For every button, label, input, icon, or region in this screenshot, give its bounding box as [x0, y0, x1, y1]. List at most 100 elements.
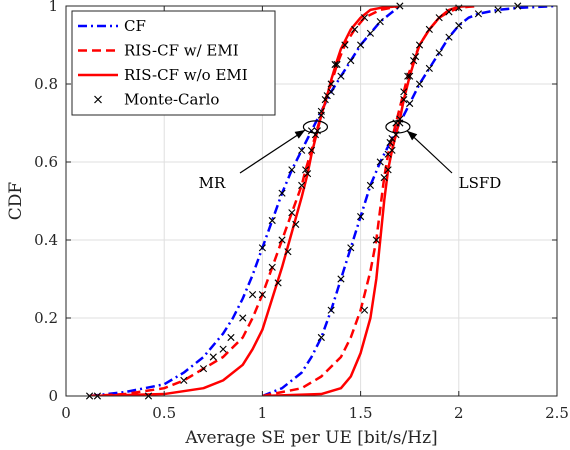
- monte-carlo-marker: [219, 345, 227, 353]
- monte-carlo-marker: [239, 314, 247, 322]
- monte-carlo-marker: [292, 220, 300, 228]
- monte-carlo-marker: [435, 14, 443, 22]
- monte-carlo-marker: [248, 291, 257, 299]
- monte-carlo-marker: [347, 57, 355, 65]
- monte-carlo-marker: [415, 80, 424, 88]
- monte-carlo-marker: [360, 306, 369, 314]
- x-tick-label: 0: [61, 404, 71, 422]
- annotation-ellipse: [302, 120, 329, 134]
- monte-carlo-marker: [284, 248, 292, 256]
- monte-carlo-marker: [404, 72, 412, 80]
- monte-carlo-marker: [337, 275, 345, 283]
- annotation-arrow: [406, 130, 453, 174]
- monte-carlo-marker: [268, 263, 276, 271]
- monte-carlo-marker: [406, 72, 414, 80]
- legend-label: RIS-CF w/o EMI: [124, 66, 248, 84]
- legend-label: RIS-CF w/ EMI: [124, 42, 239, 60]
- annotation-arrowhead: [294, 130, 306, 139]
- monte-carlo-marker: [317, 333, 325, 342]
- legend-box: [71, 10, 276, 116]
- monte-carlo-marker: [323, 92, 331, 100]
- monte-carlo-marker: [199, 365, 208, 373]
- monte-carlo-marker: [258, 244, 266, 252]
- monte-carlo-marker: [425, 25, 433, 33]
- monte-carlo-marker: [366, 29, 375, 37]
- x-tick-label: 2.5: [545, 404, 569, 422]
- monte-carlo-marker: [333, 60, 341, 69]
- axis-ticks: 0 0.5 1 1.5 2 2.5 0 0.2 0.4 0.6 0.8 1: [34, 0, 569, 422]
- monte-carlo-marker: [302, 166, 310, 174]
- annotation-label-lsfd: LSFD: [459, 174, 502, 192]
- y-axis-label: CDF: [6, 182, 26, 221]
- annotation-arrow: [239, 129, 306, 174]
- monte-carlo-marker: [400, 88, 408, 96]
- monte-carlo-marker: [410, 57, 418, 65]
- monte-carlo-marker: [357, 213, 365, 221]
- monte-carlo-marker: [351, 25, 359, 33]
- monte-carlo-marker: [425, 64, 433, 72]
- monte-carlo-marker: [360, 14, 369, 22]
- monte-carlo-marker: [288, 166, 296, 174]
- monte-carlo-marker: [180, 376, 188, 384]
- monte-carlo-marker: [400, 96, 408, 104]
- monte-carlo-marker: [388, 146, 396, 154]
- monte-carlo-marker: [376, 158, 384, 166]
- x-tick-label: 1.5: [349, 404, 373, 422]
- monte-carlo-marker: [435, 49, 443, 57]
- monte-carlo-marker: [445, 8, 453, 16]
- monte-carlo-marker: [327, 306, 335, 314]
- legend-label: Monte-Carlo: [124, 91, 219, 109]
- annotation-ellipse: [385, 120, 411, 134]
- monte-carlo-marker: [327, 80, 335, 88]
- monte-carlo-marker: [412, 53, 420, 61]
- annotation-arrowhead: [407, 130, 418, 141]
- lsfd-ris-cf-w-o-emi-line: [262, 6, 469, 396]
- monte-carlo-marker: [227, 333, 235, 342]
- monte-carlo-marker: [386, 138, 394, 147]
- monte-carlo-marker: [209, 353, 217, 361]
- monte-carlo-marker: [384, 166, 392, 174]
- y-tick-label: 0.8: [34, 75, 58, 93]
- monte-carlo-marker: [445, 33, 453, 41]
- monte-carlo-marker: [303, 170, 312, 178]
- y-tick-label: 0.2: [34, 309, 58, 327]
- monte-carlo-marker: [307, 146, 316, 154]
- monte-carlo-marker: [337, 72, 345, 80]
- y-tick-label: 0: [48, 387, 58, 405]
- monte-carlo-marker: [415, 41, 424, 49]
- monte-carlo-marker: [278, 189, 286, 197]
- monte-carlo-marker: [278, 236, 286, 244]
- monte-carlo-marker: [268, 216, 276, 225]
- monte-carlo-marker: [317, 111, 325, 119]
- x-axis-label: Average SE per UE [bit/s/Hz]: [184, 428, 437, 448]
- monte-carlo-marker: [494, 6, 502, 14]
- legend: CF RIS-CF w/ EMI RIS-CF w/o EMI Monte-Carlo: [71, 10, 276, 116]
- monte-carlo-marker: [321, 96, 329, 104]
- monte-carlo-marker: [347, 244, 355, 252]
- y-tick-label: 1: [48, 0, 58, 15]
- monte-carlo-marker: [357, 41, 365, 49]
- plot-frame: [65, 5, 558, 397]
- monte-carlo-marker: [406, 99, 414, 108]
- annotation-label-mr: MR: [199, 174, 226, 192]
- monte-carlo-marker: [298, 181, 306, 189]
- monte-carlo-marker: [474, 10, 483, 18]
- x-tick-label: 1: [258, 404, 268, 422]
- monte-carlo-marker: [274, 279, 282, 287]
- monte-carlo-marker: [366, 181, 375, 189]
- legend-marker-monte-carlo: [94, 95, 102, 104]
- monte-carlo-marker: [341, 41, 349, 49]
- monte-carlo-marker: [380, 174, 388, 182]
- y-tick-label: 0.6: [34, 153, 58, 171]
- annotations: MR LSFD: [199, 120, 502, 192]
- legend-label: CF: [124, 17, 146, 35]
- monte-carlo-marker: [258, 291, 266, 299]
- x-tick-label: 0.5: [152, 404, 176, 422]
- y-tick-label: 0.4: [34, 231, 58, 249]
- monte-carlo-marker: [455, 21, 463, 30]
- monte-carlo-marker: [298, 146, 306, 154]
- monte-carlo-marker: [376, 18, 384, 26]
- monte-carlo-marker: [372, 236, 380, 244]
- monte-carlo-marker: [288, 209, 296, 217]
